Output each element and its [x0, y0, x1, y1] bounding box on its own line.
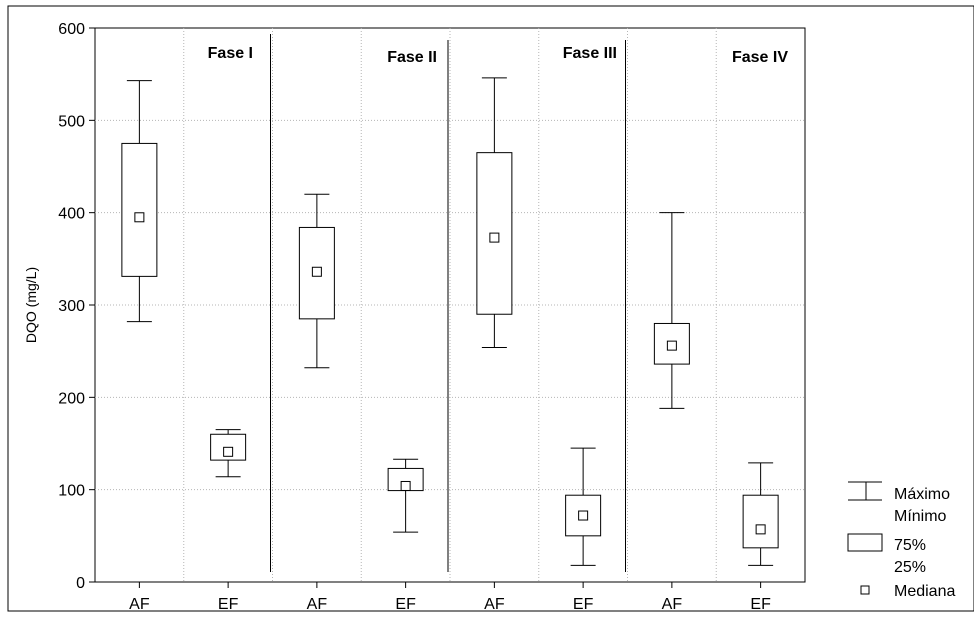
y-tick-label: 100: [58, 483, 85, 500]
phase-label: Fase III: [563, 45, 617, 62]
box-af-4: [653, 212, 690, 409]
median-marker: [311, 266, 322, 277]
phase-label: Fase I: [208, 45, 253, 62]
median-marker: [400, 480, 411, 491]
box-ef-4: [742, 462, 779, 566]
box-ef-3: [565, 447, 602, 566]
median-marker: [223, 446, 234, 457]
box-ef-2: [387, 458, 424, 533]
median-marker: [134, 212, 145, 223]
median-marker: [489, 232, 500, 243]
box-af-1: [121, 80, 158, 323]
y-tick-label: 300: [58, 298, 85, 315]
y-tick-label: 0: [76, 575, 85, 592]
iqr-box: [121, 142, 158, 277]
legend-minimo-label: Mínimo: [894, 508, 947, 525]
median-marker: [578, 510, 589, 521]
phase-label: Fase IV: [732, 49, 788, 66]
x-tick-label: AF: [484, 596, 505, 613]
legend-maximo-label: Máximo: [894, 486, 950, 503]
outer-frame: [7, 5, 974, 612]
phase-dividers: [270, 34, 626, 572]
box-ef-1: [210, 429, 247, 478]
box-af-2: [298, 193, 335, 369]
y-tick-label: 500: [58, 113, 85, 130]
axes: 0 100 200 300 400 500 600 AF EF AF EF AF EF AF EF: [58, 21, 771, 613]
phase-labels: Fase I Fase II Fase III Fase IV: [208, 45, 789, 66]
x-tick-label: AF: [662, 596, 683, 613]
legend: Máximo Mínimo 75% 25% Mediana: [847, 481, 955, 600]
x-tick-label: EF: [750, 596, 771, 613]
x-tick-label: EF: [218, 596, 239, 613]
median-marker: [666, 340, 677, 351]
gridlines: [95, 28, 805, 582]
median-marker: [755, 524, 766, 535]
x-tick-label: AF: [129, 596, 150, 613]
legend-median-symbol: [860, 585, 870, 595]
y-axis-label: DQO (mg/L): [23, 267, 39, 343]
x-tick-label: EF: [395, 596, 416, 613]
iqr-box: [476, 152, 513, 315]
legend-mediana-label: Mediana: [894, 583, 955, 600]
boxes: [121, 77, 779, 566]
legend-q1-label: 25%: [894, 559, 926, 576]
y-tick-label: 400: [58, 206, 85, 223]
box-af-3: [476, 77, 513, 348]
phase-label: Fase II: [387, 49, 437, 66]
y-tick-label: 200: [58, 390, 85, 407]
x-tick-label: AF: [307, 596, 328, 613]
legend-box-symbol: [847, 533, 883, 552]
y-tick-label: 600: [58, 21, 85, 38]
iqr-box: [742, 494, 779, 549]
x-tick-label: EF: [573, 596, 594, 613]
legend-q3-label: 75%: [894, 537, 926, 554]
